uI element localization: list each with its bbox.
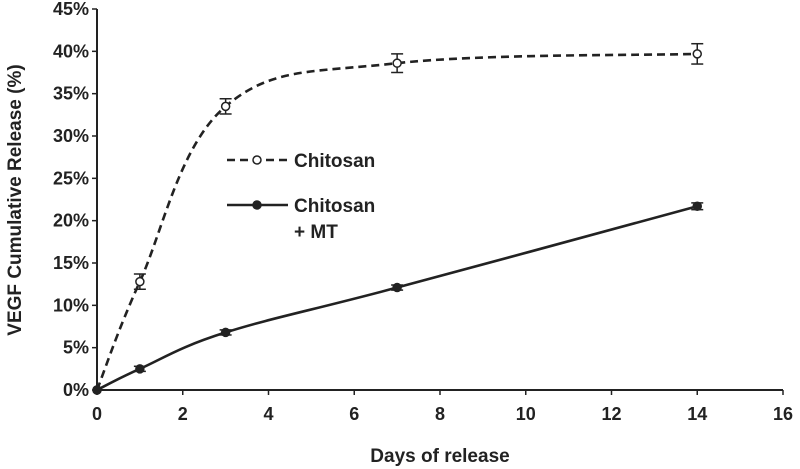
x-axis-title: Days of release [370, 446, 509, 467]
y-tick-label: 30% [53, 126, 89, 146]
data-point [393, 284, 401, 292]
data-point [222, 328, 230, 336]
series-line-1 [97, 206, 697, 390]
series-line-0 [97, 54, 697, 390]
y-tick-label: 40% [53, 41, 89, 61]
y-tick-label: 25% [53, 168, 89, 188]
x-tick-label: 16 [773, 404, 793, 424]
x-tick-label: 8 [435, 404, 445, 424]
data-point [693, 50, 701, 58]
legend-label-1: Chitosan [294, 196, 375, 217]
legend-swatch-marker-0 [253, 156, 261, 164]
data-point [222, 102, 230, 110]
data-point [136, 278, 144, 286]
data-point [393, 59, 401, 67]
data-point [136, 365, 144, 373]
x-axis-ticks: 0 2 4 6 8 10 12 14 16 [92, 390, 793, 424]
x-tick-label: 10 [516, 404, 536, 424]
y-tick-label: 10% [53, 295, 89, 315]
legend-label-0: Chitosan [294, 151, 375, 172]
legend-label-1: + MT [294, 222, 338, 243]
y-tick-label: 20% [53, 211, 89, 231]
y-axis-title: VEGF Cumulative Release (%) [5, 64, 26, 335]
legend: Chitosan Chitosan + MT [227, 151, 375, 243]
x-tick-label: 4 [263, 404, 273, 424]
y-tick-label: 15% [53, 253, 89, 273]
legend-swatch-marker-1 [253, 201, 261, 209]
x-tick-label: 2 [178, 404, 188, 424]
y-tick-label: 35% [53, 84, 89, 104]
y-axis-ticks: 0% 5% 10% 15% 20% 25% 30% 35% 40% 45% [53, 0, 97, 400]
data-point [693, 202, 701, 210]
plot-area [93, 44, 703, 394]
x-tick-label: 0 [92, 404, 102, 424]
y-tick-label: 0% [63, 380, 89, 400]
x-tick-label: 6 [349, 404, 359, 424]
y-tick-label: 45% [53, 0, 89, 19]
y-tick-label: 5% [63, 338, 89, 358]
x-tick-label: 12 [601, 404, 621, 424]
x-tick-label: 14 [687, 404, 707, 424]
